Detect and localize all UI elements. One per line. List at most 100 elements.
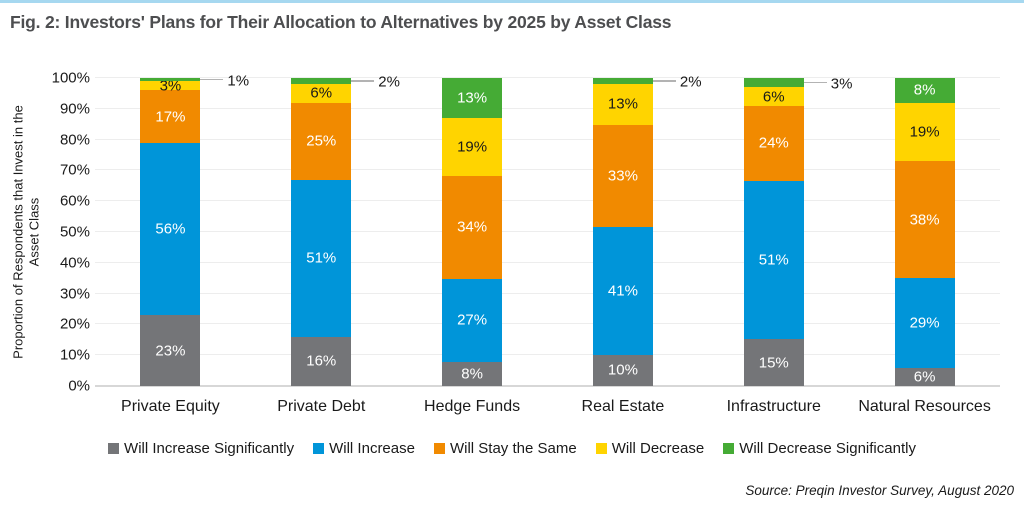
bar-segment-label: 6% bbox=[762, 88, 785, 106]
bar-segment: 51% bbox=[291, 179, 352, 337]
bar-segment: 25% bbox=[291, 102, 352, 180]
callout-label: 3% bbox=[830, 75, 853, 93]
bar-segment-label: 25% bbox=[306, 132, 337, 150]
callout-leader-line bbox=[200, 78, 224, 81]
bar-segment bbox=[140, 78, 201, 82]
y-tick-label: 30% bbox=[59, 285, 90, 303]
bar-segment: 8% bbox=[894, 78, 955, 103]
bar-segment-label: 6% bbox=[913, 368, 936, 386]
bar-segment: 10% bbox=[592, 354, 653, 386]
x-category-label: Real Estate bbox=[581, 398, 665, 415]
y-axis-title-line1: Proportion of Respondents that Invest in… bbox=[10, 105, 26, 359]
bar-segment-label: 8% bbox=[461, 365, 483, 383]
bar-segment: 51% bbox=[743, 180, 804, 340]
bar-segment bbox=[291, 78, 352, 85]
bar-segment-label: 41% bbox=[607, 282, 638, 300]
y-tick-label: 80% bbox=[59, 131, 90, 149]
x-category-label: Hedge Funds bbox=[424, 398, 521, 415]
gridline bbox=[95, 292, 1000, 294]
stacked-bar-private-debt: 16% 51% 25% 6% bbox=[291, 78, 352, 386]
bar-segment-label: 56% bbox=[155, 220, 186, 238]
y-tick-label: 90% bbox=[59, 100, 90, 118]
bar-segment bbox=[592, 78, 653, 85]
stacked-bar-hedge-funds: 8% 27% 34% 19% 13% bbox=[442, 78, 503, 386]
y-tick-label: 20% bbox=[59, 315, 90, 333]
bar-segment: 33% bbox=[592, 124, 653, 228]
callout-leader-line bbox=[652, 80, 676, 82]
legend-label: Will Increase bbox=[329, 440, 415, 457]
legend-swatch bbox=[108, 443, 120, 454]
bar-segment-label: 29% bbox=[909, 314, 940, 332]
gridline bbox=[95, 354, 1000, 356]
callout-leader-line bbox=[803, 81, 827, 84]
legend-swatch bbox=[723, 443, 735, 454]
y-tick-label: 10% bbox=[59, 346, 90, 364]
bar-segment-label: 33% bbox=[607, 167, 638, 185]
bar-segment-label: 16% bbox=[306, 352, 337, 370]
gridline bbox=[95, 169, 1000, 171]
gridline bbox=[95, 323, 1000, 325]
stacked-bar-infrastructure: 15% 51% 24% 6% bbox=[743, 78, 804, 386]
y-tick-label: 0% bbox=[68, 377, 90, 395]
legend-item: Will Increase Significantly bbox=[108, 440, 294, 457]
bar-segment: 6% bbox=[291, 84, 352, 103]
bar-segment-label: 51% bbox=[306, 249, 337, 267]
bar-segment: 19% bbox=[442, 117, 503, 176]
bar-segment-label: 19% bbox=[457, 138, 488, 156]
bar-segment-label: 13% bbox=[457, 89, 488, 107]
bar-segment-label: 34% bbox=[457, 218, 488, 236]
chart-title: Fig. 2: Investors' Plans for Their Alloc… bbox=[10, 12, 672, 32]
bar-segment: 29% bbox=[894, 278, 955, 368]
legend-item: Will Decrease Significantly bbox=[723, 440, 916, 457]
bar-segment: 19% bbox=[894, 102, 955, 162]
bar-segment: 6% bbox=[894, 367, 955, 386]
legend-swatch bbox=[313, 443, 325, 454]
bar-segment: 41% bbox=[592, 227, 653, 355]
bar-segment: 24% bbox=[743, 106, 804, 181]
x-category-label: Private Debt bbox=[277, 398, 366, 415]
bar-segment-label: 17% bbox=[155, 108, 186, 125]
callout-label: 1% bbox=[227, 72, 250, 90]
x-category-label: Natural Resources bbox=[858, 398, 991, 415]
legend-item: Will Decrease bbox=[595, 440, 705, 457]
callout-label: 2% bbox=[679, 73, 702, 91]
bar-segment: 17% bbox=[140, 90, 201, 143]
legend-label: Will Decrease bbox=[611, 440, 705, 457]
legend-swatch bbox=[433, 443, 445, 454]
plot-area: 0% 10% 20% 30% 40% 50% 60% 70% 80% 90% 100% 1% 23% 56… bbox=[52, 70, 1000, 395]
callout-label: 2% bbox=[378, 73, 400, 91]
bar-segment: 27% bbox=[442, 279, 503, 362]
bar-segment: 23% bbox=[140, 315, 201, 386]
legend-item: Will Increase bbox=[313, 440, 415, 457]
source-note: Source: Preqin Investor Survey, August 2… bbox=[745, 483, 1014, 498]
stacked-bar-real-estate: 10% 41% 33% 13% bbox=[592, 78, 653, 386]
y-tick-label: 40% bbox=[59, 254, 90, 272]
bar-segment: 38% bbox=[894, 161, 955, 279]
bar-segment-label: 51% bbox=[758, 251, 789, 269]
bar-segment bbox=[743, 78, 804, 88]
bar-segment-label: 15% bbox=[758, 354, 789, 372]
legend-label: Will Decrease Significantly bbox=[739, 440, 916, 457]
gridline bbox=[95, 77, 1000, 78]
stacked-bar-private-equity: 23% 56% 17% 3% bbox=[140, 77, 201, 386]
bar-segment-label: 24% bbox=[758, 134, 789, 152]
stacked-bar-natural-resources: 6% 29% 38% 19% 8% bbox=[894, 78, 955, 386]
bar-segment: 13% bbox=[592, 84, 653, 125]
bar-segment-label: 8% bbox=[913, 81, 936, 99]
y-tick-label: 60% bbox=[59, 192, 90, 210]
bar-segment: 3% bbox=[140, 77, 201, 95]
bar-segment: 8% bbox=[442, 361, 503, 386]
bar-segment-label: 3% bbox=[159, 77, 182, 95]
bar-segment: 16% bbox=[291, 336, 352, 386]
gridline bbox=[95, 200, 1000, 202]
x-axis-line bbox=[95, 385, 1000, 387]
bar-segment: 6% bbox=[743, 87, 804, 106]
legend: Will Increase Significantly Will Increase… bbox=[0, 440, 1024, 457]
callout-leader-line bbox=[351, 80, 375, 82]
y-tick-label: 50% bbox=[59, 223, 90, 241]
bar-segment-label: 10% bbox=[607, 361, 638, 379]
gridline bbox=[95, 261, 1000, 263]
legend-label: Will Increase Significantly bbox=[124, 440, 295, 457]
bar-segment: 34% bbox=[442, 175, 503, 280]
